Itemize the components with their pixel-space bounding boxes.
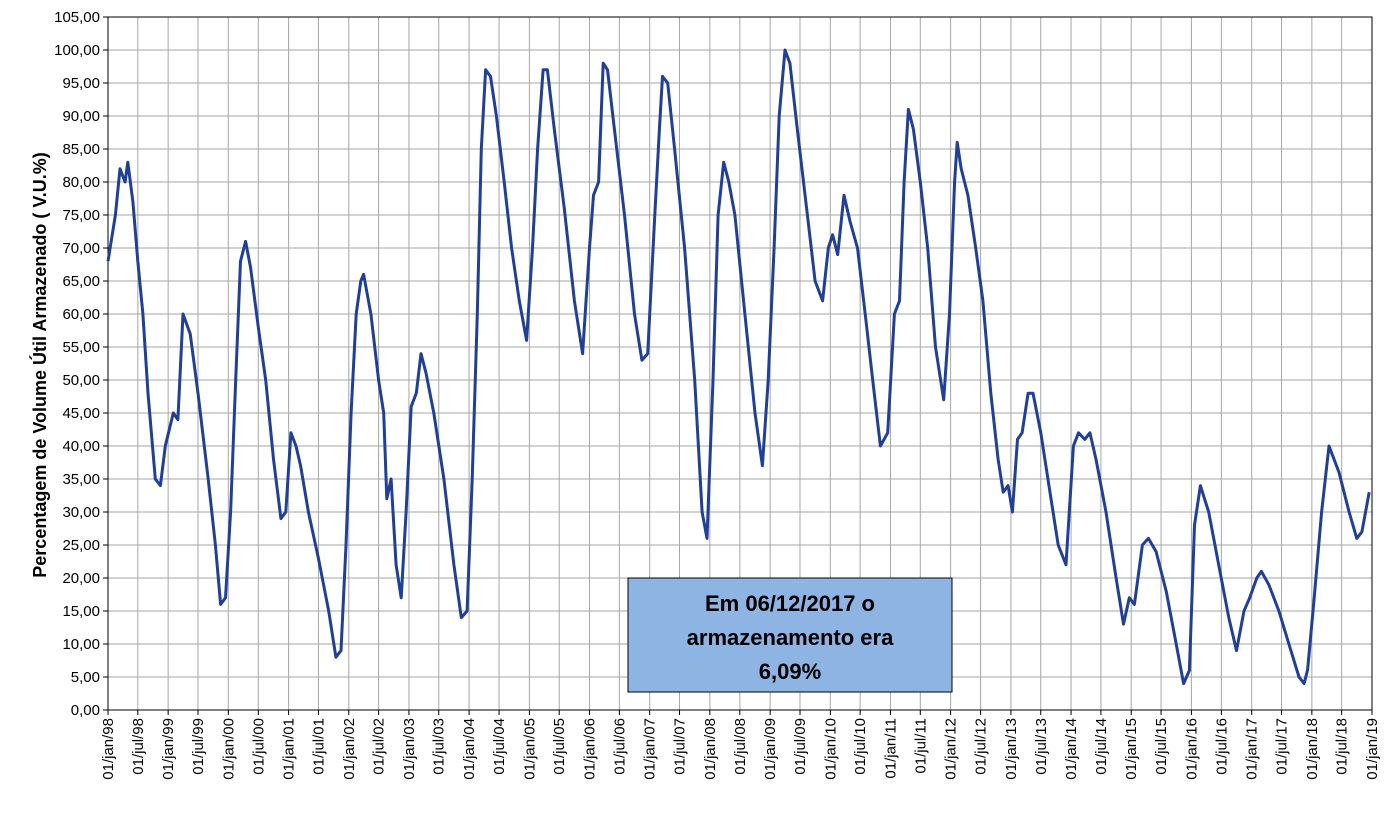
x-tick-label: 01/jul/06 bbox=[611, 718, 628, 775]
x-tick-label: 01/jul/05 bbox=[551, 718, 568, 775]
x-tick-label: 01/jan/15 bbox=[1123, 718, 1140, 780]
y-tick-label: 40,00 bbox=[62, 438, 100, 455]
x-tick-label: 01/jul/12 bbox=[973, 718, 990, 775]
x-tick-label: 01/jan/98 bbox=[100, 718, 117, 780]
y-tick-label: 80,00 bbox=[62, 174, 100, 191]
annotation-text: armazenamento era bbox=[687, 625, 894, 650]
x-tick-label: 01/jul/04 bbox=[491, 718, 508, 775]
plot-border bbox=[107, 16, 1373, 711]
annotation-box bbox=[627, 577, 953, 693]
y-tick-label: 70,00 bbox=[62, 240, 100, 257]
annotation-text: Em 06/12/2017 o bbox=[705, 591, 875, 616]
y-tick-label: 100,00 bbox=[54, 42, 100, 59]
y-tick-label: 75,00 bbox=[62, 207, 100, 224]
x-tick-label: 01/jan/99 bbox=[160, 718, 177, 780]
y-tick-label: 15,00 bbox=[62, 603, 100, 620]
x-tick-label: 01/jul/99 bbox=[190, 718, 207, 775]
x-tick-label: 01/jul/13 bbox=[1033, 718, 1050, 775]
x-tick-label: 01/jan/17 bbox=[1244, 718, 1261, 780]
y-tick-label: 30,00 bbox=[62, 504, 100, 521]
y-tick-label: 35,00 bbox=[62, 471, 100, 488]
x-tick-label: 01/jan/19 bbox=[1364, 718, 1381, 780]
y-tick-label: 60,00 bbox=[62, 306, 100, 323]
x-tick-label: 01/jan/13 bbox=[1003, 718, 1020, 780]
annotation-text: 6,09% bbox=[759, 659, 821, 684]
y-tick-label: 50,00 bbox=[62, 372, 100, 389]
y-tick-label: 105,00 bbox=[54, 9, 100, 26]
x-tick-label: 01/jan/04 bbox=[461, 718, 478, 780]
y-tick-label: 95,00 bbox=[62, 75, 100, 92]
x-tick-label: 01/jan/10 bbox=[822, 718, 839, 780]
x-tick-label: 01/jul/16 bbox=[1213, 718, 1230, 775]
x-tick-label: 01/jul/03 bbox=[431, 718, 448, 775]
x-tick-label: 01/jan/18 bbox=[1304, 718, 1321, 780]
x-tick-label: 01/jul/01 bbox=[310, 718, 327, 775]
x-tick-label: 01/jul/07 bbox=[672, 718, 689, 775]
x-tick-label: 01/jul/02 bbox=[371, 718, 388, 775]
x-tick-label: 01/jan/16 bbox=[1183, 718, 1200, 780]
x-tick-label: 01/jan/03 bbox=[401, 718, 418, 780]
y-tick-label: 20,00 bbox=[62, 570, 100, 587]
x-tick-label: 01/jan/00 bbox=[220, 718, 237, 780]
x-tick-label: 01/jul/08 bbox=[732, 718, 749, 775]
x-tick-label: 01/jul/17 bbox=[1274, 718, 1291, 775]
x-tick-label: 01/jan/06 bbox=[582, 718, 599, 780]
x-tick-label: 01/jan/09 bbox=[762, 718, 779, 780]
y-tick-label: 5,00 bbox=[71, 669, 100, 686]
x-tick-label: 01/jul/98 bbox=[130, 718, 147, 775]
y-tick-label: 65,00 bbox=[62, 273, 100, 290]
y-tick-label: 45,00 bbox=[62, 405, 100, 422]
y-axis-label: Percentagem de Volume Útil Armazenado ( … bbox=[29, 152, 50, 577]
x-tick-label: 01/jan/05 bbox=[521, 718, 538, 780]
x-tick-label: 01/jul/15 bbox=[1153, 718, 1170, 775]
x-tick-label: 01/jan/12 bbox=[943, 718, 960, 780]
x-tick-label: 01/jan/02 bbox=[341, 718, 358, 780]
x-tick-label: 01/jan/01 bbox=[281, 718, 298, 780]
x-tick-label: 01/jul/10 bbox=[852, 718, 869, 775]
y-tick-label: 55,00 bbox=[62, 339, 100, 356]
x-tick-label: 01/jan/08 bbox=[702, 718, 719, 780]
x-tick-label: 01/jul/11 bbox=[912, 718, 929, 774]
x-tick-label: 01/jan/14 bbox=[1063, 718, 1080, 780]
y-tick-label: 10,00 bbox=[62, 636, 100, 653]
x-tick-label: 01/jul/09 bbox=[792, 718, 809, 775]
x-tick-label: 01/jul/00 bbox=[250, 718, 267, 775]
y-tick-label: 0,00 bbox=[71, 702, 100, 719]
x-tick-label: 01/jul/14 bbox=[1093, 718, 1110, 775]
y-tick-label: 85,00 bbox=[62, 141, 100, 158]
x-tick-label: 01/jan/07 bbox=[642, 718, 659, 780]
x-tick-label: 01/jan/11 bbox=[882, 718, 899, 779]
y-tick-label: 25,00 bbox=[62, 537, 100, 554]
x-tick-label: 01/jul/18 bbox=[1334, 718, 1351, 775]
y-tick-label: 90,00 bbox=[62, 108, 100, 125]
data-line bbox=[106, 48, 1371, 686]
